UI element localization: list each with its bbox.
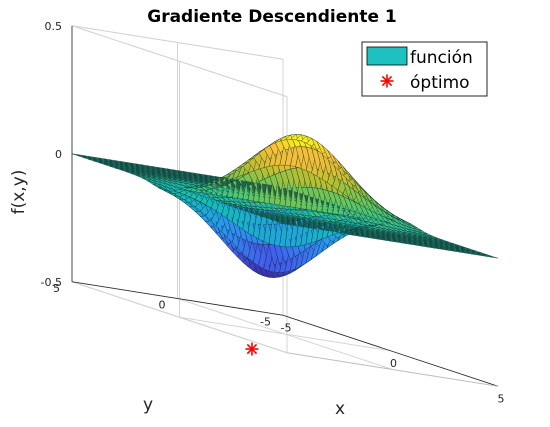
optimum-marker (245, 342, 259, 356)
legend: función óptimo (361, 41, 488, 97)
x-tick-label: 0 (390, 357, 397, 370)
legend-swatch-funcion (366, 46, 408, 66)
x-axis-line (282, 314, 499, 387)
tick-labels: -505-505-0.500.5 (41, 20, 505, 406)
y-tick-label: 5 (53, 282, 60, 295)
chart-title: Gradiente Descendiente 1 (147, 7, 397, 27)
y-axis-line (71, 281, 284, 316)
z-tick-label: 0.5 (45, 20, 63, 33)
x-tick-label: -5 (281, 321, 292, 334)
x-axis-label: x (335, 399, 345, 419)
legend-star (380, 74, 394, 88)
x-tick-label: 5 (498, 392, 505, 405)
surface-patch (487, 255, 499, 259)
box-edge-right (286, 352, 499, 387)
optimum-point (245, 342, 259, 356)
surface (71, 134, 499, 278)
grid-line-y-floor (71, 281, 288, 354)
front-box (71, 25, 499, 387)
y-tick-label: -5 (260, 315, 271, 328)
legend-label-funcion: función (410, 48, 473, 68)
legend-marker-optimo (380, 74, 394, 88)
y-tick-label: 0 (159, 299, 166, 312)
z-tick-label: -0.5 (41, 276, 62, 289)
grid-line-y-floor (177, 298, 393, 370)
legend-label-optimo: óptimo (410, 73, 470, 93)
y-axis-label: y (143, 395, 153, 415)
z-axis-label: f(x,y) (9, 170, 29, 215)
z-tick-label: 0 (55, 148, 62, 161)
